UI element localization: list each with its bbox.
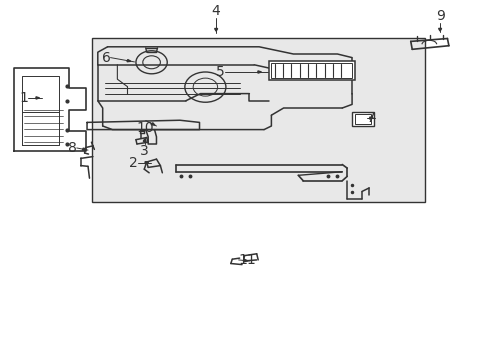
Text: 6: 6: [102, 51, 110, 64]
Text: 7: 7: [366, 111, 375, 125]
Polygon shape: [127, 59, 131, 62]
Text: 5: 5: [216, 65, 224, 79]
Polygon shape: [438, 28, 441, 31]
Text: 9: 9: [435, 9, 444, 23]
Polygon shape: [145, 162, 148, 164]
Polygon shape: [36, 97, 40, 99]
Bar: [268, 61, 354, 80]
Bar: [271, 63, 351, 78]
Polygon shape: [257, 71, 261, 73]
Polygon shape: [143, 139, 146, 141]
Text: 3: 3: [140, 144, 149, 158]
Polygon shape: [151, 123, 155, 125]
Text: 10: 10: [137, 121, 154, 135]
Text: 8: 8: [68, 141, 77, 155]
Text: 11: 11: [238, 253, 256, 267]
Bar: [351, 112, 373, 126]
Polygon shape: [82, 148, 86, 150]
Bar: [354, 114, 370, 124]
Bar: [92, 38, 425, 202]
Text: 2: 2: [129, 156, 138, 170]
Polygon shape: [369, 117, 373, 119]
Polygon shape: [214, 28, 217, 31]
Polygon shape: [244, 259, 247, 262]
Text: 1: 1: [20, 91, 28, 105]
Text: 4: 4: [211, 4, 220, 18]
